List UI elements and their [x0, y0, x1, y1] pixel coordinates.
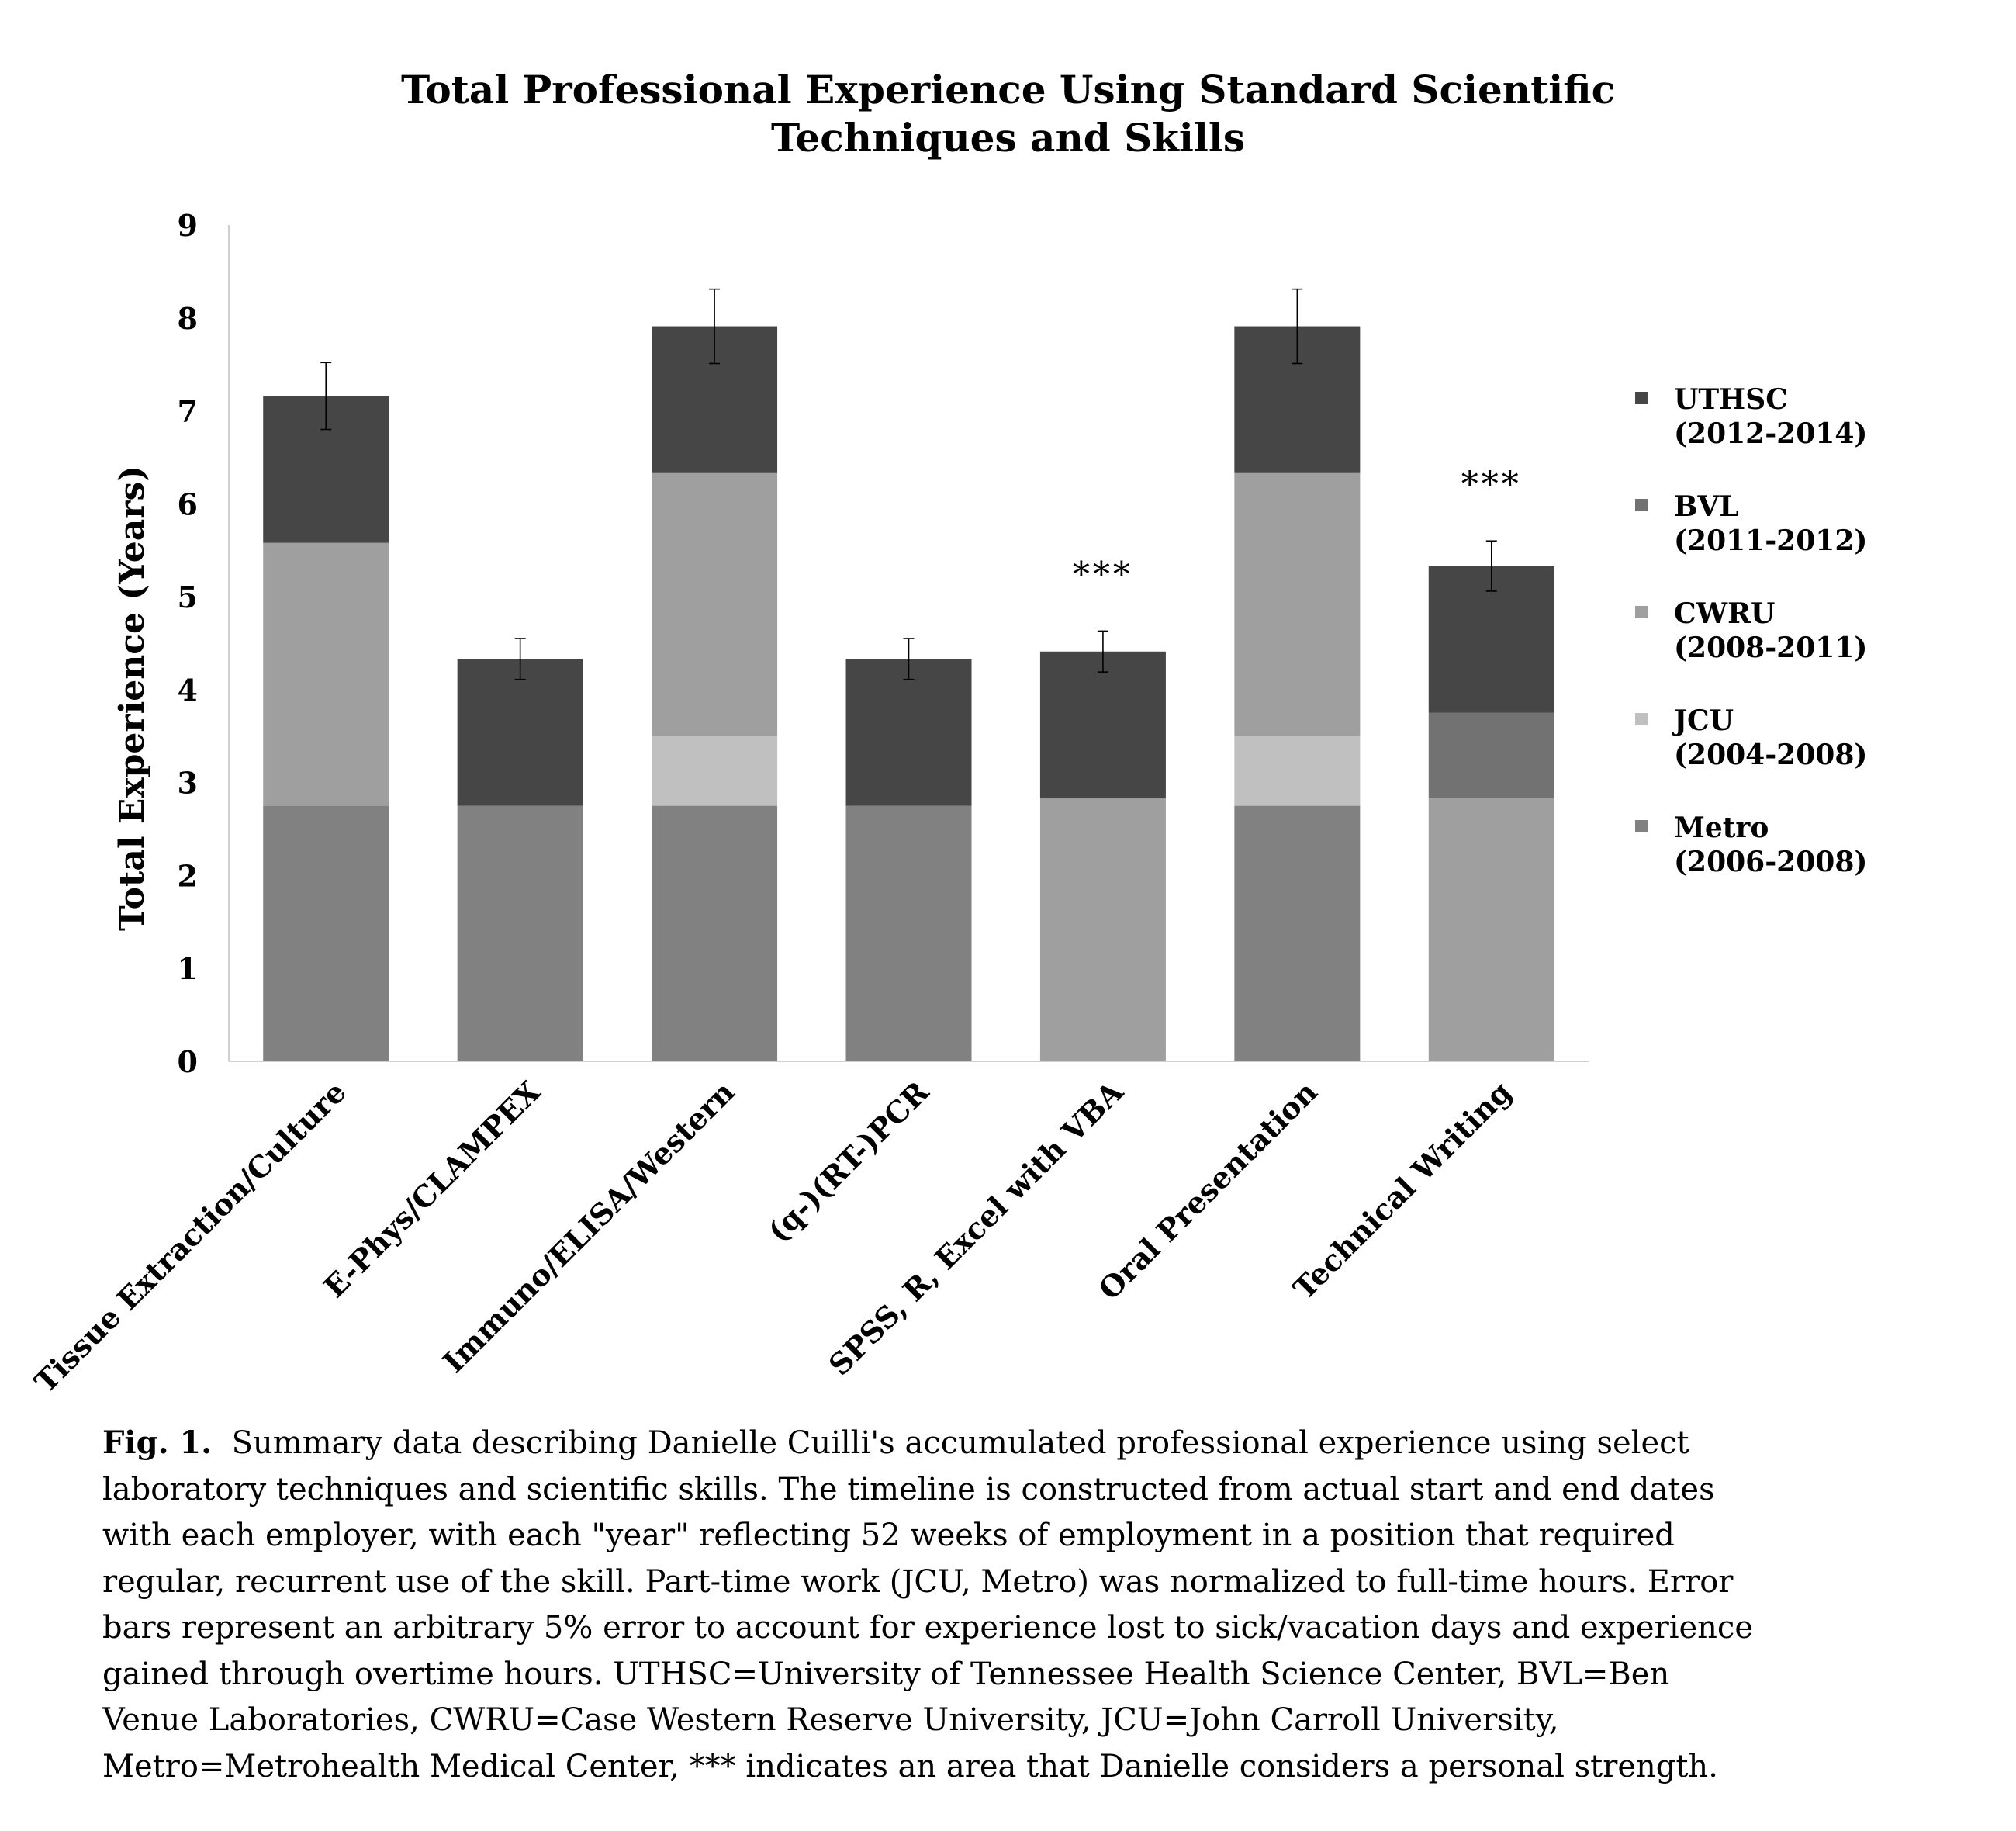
caption-line-5: bars represent an arbitrary 5% error to …: [102, 1610, 1753, 1646]
bar-segment-metro: [652, 805, 778, 1061]
error-bars: [320, 288, 1497, 680]
strength-annotation: ***: [1073, 555, 1133, 594]
chart-title: Total Professional Experience Using Stan…: [0, 66, 2016, 162]
bar-segment-cwru: [1428, 798, 1554, 1061]
y-tick-label: 5: [178, 580, 198, 614]
x-tick-label: E-Phys/CLAMPEX: [316, 1074, 547, 1304]
y-axis-label: Total Experience (Years): [112, 466, 152, 931]
legend-swatch: [1635, 606, 1648, 618]
legend-years: (2004-2008): [1674, 739, 1867, 771]
bar-segment-uthsc: [1039, 651, 1166, 799]
chart-canvas: *** *** 0 1 2 3 4 5 6 7 8 9 Tissue Extraction/Cult…: [27, 208, 1867, 1400]
bar-segment-cwru: [652, 472, 778, 736]
y-tick-label: 7: [178, 394, 198, 429]
legend-label: BVL: [1674, 490, 1739, 523]
legend-years: (2006-2008): [1674, 846, 1867, 878]
caption-line-3: with each employer, with each "year" ref…: [102, 1518, 1675, 1553]
x-tick-label: Technical Writing: [1286, 1075, 1518, 1307]
legend-years: (2011-2012): [1674, 524, 1867, 557]
legend-swatch: [1635, 392, 1648, 404]
bar-segment-uthsc: [457, 659, 583, 806]
caption-line-4: regular, recurrent use of the skill. Par…: [102, 1563, 1734, 1600]
figure-caption: Fig. 1. Summary data describing Danielle…: [102, 1420, 1933, 1790]
bar-segment-metro: [263, 805, 389, 1061]
caption-line-2: laboratory techniques and scientific ski…: [102, 1471, 1715, 1507]
bar-segment-bvl: [1428, 712, 1554, 799]
legend-label: JCU: [1672, 704, 1734, 737]
bar-segment-jcu: [1234, 736, 1361, 806]
bar-segment-metro: [1234, 805, 1361, 1061]
legend-years: (2012-2014): [1674, 417, 1867, 450]
annotations: *** ***: [1073, 465, 1522, 594]
y-tick-label: 4: [178, 673, 198, 708]
legend-label: Metro: [1674, 812, 1769, 844]
bars: [263, 326, 1554, 1061]
y-tick-label: 3: [178, 766, 198, 801]
y-tick-label: 6: [178, 486, 198, 521]
y-tick-label: 9: [178, 208, 198, 243]
chart-title-line-2: Techniques and Skills: [770, 115, 1246, 161]
x-tick-label: Oral Presentation: [1091, 1075, 1323, 1307]
y-tick-label: 0: [178, 1044, 198, 1079]
caption-label: Fig. 1.: [102, 1424, 213, 1461]
y-tick-label: 1: [178, 951, 198, 986]
x-tick-labels: Tissue Extraction/CultureE-Phys/CLAMPEXI…: [27, 1074, 1518, 1400]
legend-years: (2008-2011): [1674, 632, 1867, 664]
caption-line-1-text: Summary data describing Danielle Cuilli'…: [231, 1425, 1689, 1461]
caption-line-7: Venue Laboratories, CWRU=Case Western Re…: [102, 1702, 1559, 1738]
y-tick-label: 8: [178, 301, 198, 336]
legend-swatch: [1635, 499, 1648, 511]
legend-swatch: [1635, 713, 1648, 725]
y-tick-labels: 0 1 2 3 4 5 6 7 8 9: [178, 208, 198, 1079]
bar-segment-metro: [457, 805, 583, 1061]
caption-line-8: Metro=Metrohealth Medical Center, *** in…: [102, 1748, 1718, 1784]
strength-annotation: ***: [1461, 465, 1522, 504]
bar-segment-cwru: [1039, 798, 1166, 1061]
bar-segment-cwru: [1234, 472, 1361, 736]
legend-label: UTHSC: [1674, 383, 1788, 416]
caption-line-1: Fig. 1. Summary data describing Danielle…: [102, 1420, 1933, 1467]
legend-label: CWRU: [1674, 597, 1775, 630]
legend: UTHSC(2012-2014) BVL(2011-2012) CWRU(2008-…: [1635, 383, 1867, 878]
bar-segment-uthsc: [845, 659, 972, 806]
x-tick-label: Tissue Extraction/Culture: [27, 1075, 352, 1400]
chart-title-line-1: Total Professional Experience Using Stan…: [400, 67, 1616, 112]
bar-segment-cwru: [263, 542, 389, 806]
y-tick-label: 2: [178, 858, 198, 893]
x-tick-label: (q-)(RT-)PCR: [761, 1074, 935, 1248]
caption-line-6: gained through overtime hours. UTHSC=Uni…: [102, 1656, 1670, 1692]
bar-segment-jcu: [652, 736, 778, 806]
legend-swatch: [1635, 820, 1648, 832]
bar-segment-metro: [845, 805, 972, 1061]
